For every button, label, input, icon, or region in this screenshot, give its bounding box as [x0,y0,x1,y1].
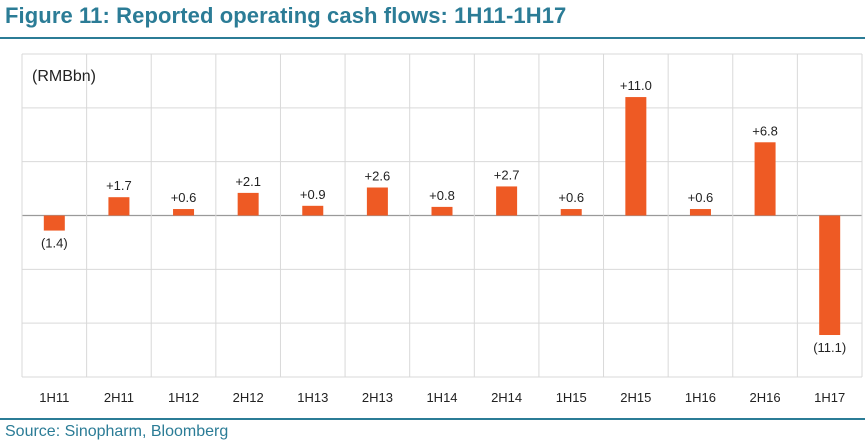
bar-1H14 [431,206,453,216]
data-label-1H14: +0.8 [429,188,455,203]
bar-1H13 [302,205,324,216]
bar-2H13 [366,187,388,216]
bar-chart: (RMBbn) (1.4) +1.7 +0.6 +2.1 +0.9 +2.6 +0.8 +2.… [21,53,863,405]
x-tick-label-1H12: 1H12 [168,390,199,405]
x-tick-label-2H11: 2H11 [104,390,134,405]
bar-1H12 [173,209,195,216]
x-tick-label-1H11: 1H11 [39,390,69,405]
x-tick-label-2H13: 2H13 [362,390,393,405]
data-label-2H13: +2.6 [365,169,391,184]
bar-2H16 [754,142,776,216]
data-label-1H17: (11.1) [813,340,846,355]
x-tick-labels-layer: 1H11 2H11 1H12 2H12 1H13 2H13 1H14 2H14 1H15 2H15… [39,390,845,405]
data-label-1H12: +0.6 [171,190,197,205]
bar-2H11 [108,197,130,216]
title-divider [0,37,865,39]
bar-1H15 [560,209,582,216]
footer-divider [0,418,865,420]
data-label-1H16: +0.6 [688,190,714,205]
bar-2H15 [625,97,647,216]
data-label-2H16: +6.8 [752,123,778,138]
y-axis-unit-label: (RMBbn) [32,68,96,85]
x-tick-label-2H15: 2H15 [620,390,651,405]
x-tick-label-1H14: 1H14 [426,390,457,405]
figure-title: Figure 11: Reported operating cash flows… [5,3,567,28]
bar-2H12 [237,192,259,216]
data-label-2H14: +2.7 [494,167,520,182]
bar-1H16 [689,209,711,216]
grid-layer [21,53,863,378]
data-label-2H15: +11.0 [620,78,652,93]
bar-2H14 [496,186,518,216]
bars-layer [43,97,841,336]
x-tick-label-1H15: 1H15 [556,390,587,405]
data-labels-layer: (1.4) +1.7 +0.6 +2.1 +0.9 +2.6 +0.8 +2.7 +0.6 +11… [41,78,846,355]
data-label-1H13: +0.9 [300,187,326,202]
data-label-2H12: +2.1 [235,174,261,189]
x-tick-label-2H12: 2H12 [233,390,264,405]
data-label-1H11: (1.4) [41,236,68,251]
x-tick-label-2H16: 2H16 [750,390,781,405]
x-tick-label-1H13: 1H13 [297,390,328,405]
bar-1H11 [43,215,65,231]
source-note: Source: Sinopharm, Bloomberg [5,423,229,440]
data-label-1H15: +0.6 [558,190,584,205]
x-tick-label-1H17: 1H17 [814,390,845,405]
data-label-2H11: +1.7 [106,178,132,193]
x-tick-label-2H14: 2H14 [491,390,522,405]
x-tick-label-1H16: 1H16 [685,390,716,405]
bar-1H17 [819,215,841,336]
